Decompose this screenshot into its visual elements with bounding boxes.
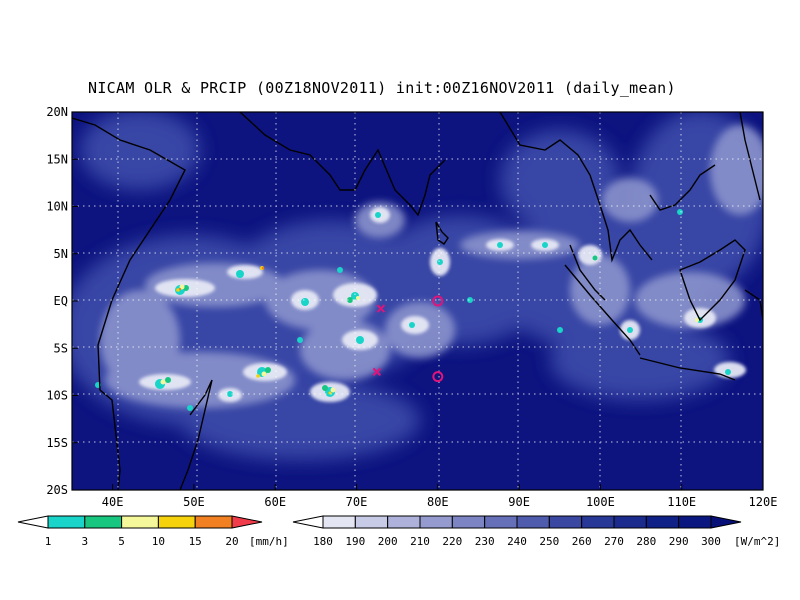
- olr-swatch: [548, 515, 583, 529]
- lat-tick-label: EQ: [54, 294, 68, 308]
- precip-label: 15: [189, 535, 202, 548]
- lat-tick-label: 15N: [46, 152, 68, 166]
- lat-tick-label: 20N: [46, 105, 68, 119]
- precip-unit: [mm/h]: [249, 535, 289, 548]
- precip-swatch: [17, 515, 49, 529]
- lon-tick-label: 40E: [102, 495, 124, 509]
- olr-swatch: [354, 515, 389, 529]
- precip-swatch: [47, 515, 86, 529]
- olr-label: 250: [539, 535, 559, 548]
- precip-swatch: [157, 515, 196, 529]
- olr-swatch: [645, 515, 680, 529]
- olr-label: 180: [313, 535, 333, 548]
- olr-label: 300: [701, 535, 721, 548]
- lon-tick-label: 70E: [346, 495, 368, 509]
- olr-label: 230: [475, 535, 495, 548]
- precip-swatch: [84, 515, 123, 529]
- olr-unit: [W/m^2]: [734, 535, 780, 548]
- marker-x: [372, 367, 382, 377]
- olr-label: 190: [345, 535, 365, 548]
- precip-label: 5: [118, 535, 125, 548]
- lat-tick-label: 10S: [46, 389, 68, 403]
- olr-swatch: [322, 515, 356, 529]
- olr-colorbar: 180 190 200 210 220 230 240 250 260 270 280 290 300: [292, 515, 742, 548]
- precip-swatch: [231, 515, 263, 529]
- precip-label: 1: [45, 535, 52, 548]
- olr-swatch: [613, 515, 647, 529]
- olr-field: [72, 112, 763, 490]
- olr-label: 240: [507, 535, 527, 548]
- olr-label: 210: [410, 535, 430, 548]
- lon-tick-label: 90E: [508, 495, 530, 509]
- lon-tick-label: 60E: [264, 495, 286, 509]
- olr-swatch: [484, 515, 518, 529]
- lon-tick-label: 100E: [586, 495, 615, 509]
- precip-label: 3: [81, 535, 88, 548]
- olr-swatch: [292, 515, 324, 529]
- lon-tick-label: 120E: [749, 495, 778, 509]
- olr-swatch: [451, 515, 486, 529]
- lon-axis: 40E 50E 60E 70E 80E 90E 100E 110E 120E: [102, 484, 778, 509]
- lat-tick-label: 20S: [46, 483, 68, 497]
- olr-label: 200: [378, 535, 398, 548]
- olr-swatch: [516, 515, 550, 529]
- precip-label: 10: [152, 535, 165, 548]
- precip-colorbar: 1 3 5 10 15 20: [17, 515, 263, 548]
- lat-tick-label: 5N: [54, 247, 68, 261]
- olr-swatch: [419, 515, 453, 529]
- marker-circle: [432, 371, 444, 383]
- olr-label: 220: [442, 535, 462, 548]
- precip-swatch: [194, 515, 233, 529]
- lon-tick-label: 80E: [427, 495, 449, 509]
- olr-swatch: [710, 515, 742, 529]
- lat-tick-label: 5S: [54, 341, 68, 355]
- olr-label: 260: [572, 535, 592, 548]
- olr-swatch: [387, 515, 421, 529]
- lat-axis: 20N 15N 10N 5N EQ 5S 10S 15S 20S: [46, 105, 78, 497]
- precip-swatch: [121, 515, 159, 529]
- lat-tick-label: 10N: [46, 200, 68, 214]
- marker-circle: [432, 295, 444, 307]
- coastlines: [72, 112, 763, 490]
- precip-label: 20: [225, 535, 238, 548]
- storm-markers: [372, 295, 444, 383]
- olr-label: 290: [669, 535, 689, 548]
- lon-tick-label: 50E: [183, 495, 205, 509]
- precip-cells: [95, 209, 731, 411]
- olr-swatch: [678, 515, 712, 529]
- olr-label: 270: [604, 535, 624, 548]
- lon-tick-label: 110E: [667, 495, 696, 509]
- marker-x: [376, 304, 386, 313]
- olr-swatch: [581, 515, 615, 529]
- olr-label: 280: [636, 535, 656, 548]
- chart-title: NICAM OLR & PRCIP (00Z18NOV2011) init:00…: [88, 79, 676, 97]
- lat-tick-label: 15S: [46, 436, 68, 450]
